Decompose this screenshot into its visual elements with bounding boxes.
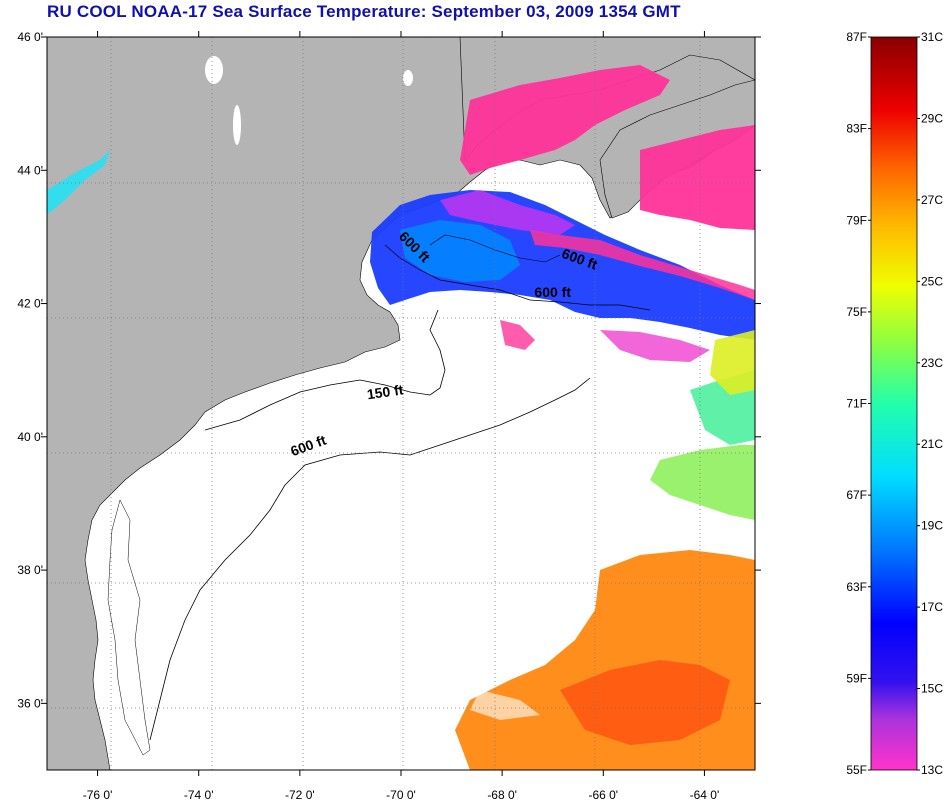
colorbar-f-label: 87F [846, 30, 867, 44]
colorbar-labels: 87F 83F 79F 75F 71F 67F 63F 59F 55F 31C 29C 27C 25C 2… [846, 30, 943, 777]
lat-tick-label: 40 0' [17, 430, 43, 444]
lon-tick-label: -76 0' [83, 788, 113, 802]
colorbar-c-label: 23C [921, 356, 943, 370]
sst-cold-fundy [460, 65, 670, 175]
lat-tick-label: 46 0' [17, 30, 43, 44]
sst-warm-yellow [710, 330, 755, 395]
colorbar-f-label: 59F [846, 671, 867, 685]
colorbar-f-label: 71F [846, 397, 867, 411]
sst-green-east [650, 445, 755, 520]
contour-label: 600 ft [534, 284, 571, 300]
lon-tick-label: -64 0' [690, 788, 720, 802]
colorbar-f-label: 55F [846, 763, 867, 777]
sst-gulf-stream-gaps [470, 690, 540, 720]
colorbar-f-label: 67F [846, 488, 867, 502]
colorbar-c-label: 21C [921, 437, 943, 451]
sst-georges-magenta [500, 320, 535, 350]
sst-blue-patches [400, 220, 520, 282]
colorbar-c-label: 19C [921, 519, 943, 533]
colorbar-c-label: 13C [921, 763, 943, 777]
lake-ontario-sst [47, 150, 110, 215]
lat-tick-label: 44 0' [17, 163, 43, 177]
lake [403, 70, 413, 86]
lon-tick-label: -68 0' [487, 788, 517, 802]
colorbar-f-label: 63F [846, 580, 867, 594]
sst-magenta-edge [440, 190, 575, 235]
lat-tick-label: 38 0' [17, 563, 43, 577]
map-ticks [41, 31, 761, 776]
contour-150ft [204, 309, 446, 431]
sst-gulf-stream-red [560, 660, 730, 745]
colorbar-c-label: 31C [921, 30, 943, 44]
lon-tick-label: -72 0' [285, 788, 315, 802]
colorbar-c-label: 25C [921, 274, 943, 288]
map-tick-labels: -76 0' -74 0' -72 0' -70 0' -68 0' -66 0' -64 … [17, 30, 719, 802]
chesapeake-bay [107, 499, 151, 756]
colorbar-f-label: 75F [846, 305, 867, 319]
land-north-america [47, 37, 755, 770]
colorbar-c-label: 17C [921, 600, 943, 614]
lon-tick-label: -66 0' [588, 788, 618, 802]
contour-gulf-maine [384, 244, 651, 311]
lake [205, 56, 223, 84]
lat-tick-label: 42 0' [17, 297, 43, 311]
lon-tick-label: -70 0' [386, 788, 416, 802]
colorbar-c-label: 29C [921, 111, 943, 125]
contour-label: 150 ft [366, 381, 405, 402]
colorbar-c-label: 27C [921, 193, 943, 207]
lon-tick-label: -74 0' [184, 788, 214, 802]
colorbar [870, 36, 918, 771]
sst-southeast-magenta [600, 330, 710, 362]
sst-magenta-band [530, 230, 755, 300]
lat-tick-label: 36 0' [17, 696, 43, 710]
contour-600ft [149, 377, 591, 741]
colorbar-f-label: 79F [846, 213, 867, 227]
lake [233, 105, 241, 145]
colorbar-f-label: 83F [846, 122, 867, 136]
map-title: RU COOL NOAA-17 Sea Surface Temperature:… [47, 2, 681, 21]
colorbar-c-label: 15C [921, 682, 943, 696]
sst-cold-scotian [640, 125, 755, 230]
